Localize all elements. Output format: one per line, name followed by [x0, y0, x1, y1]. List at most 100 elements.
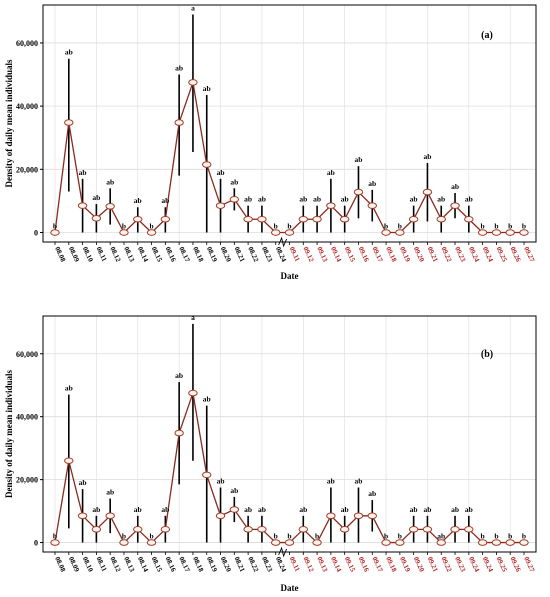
x-tick-label: 09.24 [467, 555, 481, 573]
x-tick-label: 08.18 [191, 555, 205, 573]
significance-label: ab [313, 195, 321, 204]
data-point [436, 215, 446, 223]
x-tick-label: 09.25 [495, 245, 509, 263]
significance-label: b [287, 222, 291, 231]
x-tick-label: 09.22 [439, 245, 453, 263]
y-tick-label: 0 [34, 539, 38, 548]
significance-label: ab [244, 505, 252, 514]
data-point [257, 215, 267, 223]
x-tick-label: 08.09 [67, 555, 81, 573]
x-tick-label: 08.19 [205, 245, 219, 263]
x-tick-label: 08.09 [67, 245, 81, 263]
y-tick-label: 20,000 [16, 165, 38, 174]
x-tick-label: 08.11 [95, 245, 109, 263]
significance-label: ab [341, 505, 349, 514]
significance-label: b [398, 222, 402, 231]
data-point [91, 215, 102, 222]
x-tick-label: 09.19 [398, 245, 412, 263]
data-point [450, 526, 460, 533]
significance-label: b [149, 222, 153, 231]
significance-label: ab [341, 195, 349, 204]
data-point [146, 539, 157, 546]
x-tick-label: 09.13 [315, 245, 329, 263]
significance-label: ab [258, 195, 266, 204]
x-tick-label: 08.21 [233, 555, 247, 573]
x-tick-label: 08.12 [108, 555, 122, 573]
significance-label: ab [217, 476, 225, 485]
x-tick-label: 08.16 [164, 555, 178, 573]
x-tick-label: 08.20 [219, 245, 233, 263]
data-point [215, 512, 226, 520]
x-tick-label: 09.22 [439, 555, 453, 573]
significance-label: ab [355, 155, 363, 164]
data-point [188, 79, 198, 86]
data-point [381, 539, 391, 546]
significance-label: ab [79, 478, 87, 487]
significance-label: b [53, 532, 57, 541]
plot-frame [42, 4, 537, 243]
data-point [284, 539, 295, 546]
significance-label: ab [134, 505, 142, 514]
data-point [491, 539, 502, 546]
x-tick-label: 09.12 [301, 555, 315, 573]
data-point [326, 512, 336, 520]
data-point [422, 188, 433, 196]
x-tick-label: 09.27 [522, 555, 536, 573]
significance-label: b [149, 532, 153, 541]
data-point [133, 526, 143, 533]
x-tick-label: 08.17 [177, 555, 191, 573]
data-point [77, 512, 88, 520]
panel-b: 0 20,000 40,000 60,000 Density of daily mean… [4, 313, 537, 593]
x-tick-label: 09.11 [288, 555, 302, 573]
data-point [326, 202, 336, 209]
data-point [450, 202, 460, 209]
x-tick-label: 09.14 [329, 245, 343, 263]
x-tick-label: 08.15 [150, 245, 164, 263]
x-tick-label: 08.12 [108, 245, 122, 263]
x-tick-label: 09.20 [412, 555, 426, 573]
x-tick-label: 08.16 [164, 245, 178, 263]
significance-label: ab [92, 193, 100, 202]
significance-label: ab [244, 195, 252, 204]
y-tick-label: 20,000 [16, 476, 38, 485]
x-tick-label: 09.16 [357, 555, 371, 573]
x-tick-label: 08.23 [260, 555, 274, 573]
data-point [395, 539, 405, 546]
x-tick-label: 08.11 [95, 555, 109, 573]
significance-label: ab [299, 195, 307, 204]
significance-label: ab [368, 489, 376, 498]
data-point [64, 119, 74, 126]
significance-label: b [274, 532, 278, 541]
x-tick-label: 09.24 [481, 555, 495, 573]
significance-label: ab [203, 395, 211, 404]
x-tick-label: 09.13 [315, 555, 329, 573]
x-tick-label: 09.27 [522, 245, 536, 263]
data-point [257, 526, 267, 533]
significance-label: ab [230, 486, 238, 495]
x-tick-label: 09.11 [288, 245, 302, 263]
significance-label: ab [437, 195, 445, 204]
x-tick-label: 08.20 [219, 555, 233, 573]
x-tick-label: 08.22 [246, 245, 260, 263]
significance-label: b [53, 222, 57, 231]
x-tick-label: 08.08 [53, 245, 67, 263]
significance-label: ab [203, 84, 211, 93]
data-point [146, 229, 157, 236]
data-point [271, 229, 281, 236]
data-point [312, 539, 322, 546]
significance-label: ab [217, 168, 225, 177]
x-tick-label: 09.17 [370, 245, 384, 263]
x-tick-label: 08.23 [260, 245, 274, 263]
significance-label: ab [465, 505, 473, 514]
x-tick-label: 09.23 [453, 245, 467, 263]
data-point [50, 229, 60, 236]
data-point [284, 229, 295, 236]
data-point [160, 526, 171, 533]
data-point [202, 471, 212, 479]
x-tick-label: 09.21 [426, 245, 440, 263]
x-tick-label: 09.26 [508, 555, 522, 573]
data-point [174, 119, 184, 126]
significance-label: b [287, 532, 291, 541]
x-tick-label: 09.26 [508, 245, 522, 263]
x-tick-label: 08.08 [53, 555, 67, 573]
